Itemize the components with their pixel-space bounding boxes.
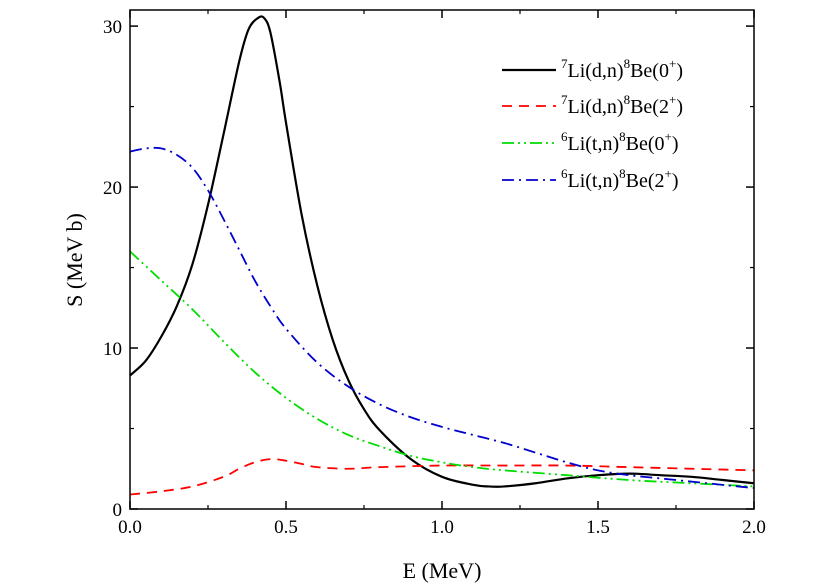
y-tick-label: 10 <box>103 339 122 360</box>
series-line-2 <box>130 458 754 496</box>
y-tick-label: 30 <box>103 17 122 38</box>
legend-label-4: 6Li(t,n)8Be(2+) <box>561 166 679 192</box>
axes: 0.0 0.5 1.0 1.5 2.0 0 10 20 30 <box>103 10 766 538</box>
plot-series <box>130 15 754 496</box>
legend: 7Li(d,n)8Be(0+) 7Li(d,n)8Be(2+) 6Li(t,n)8B… <box>502 56 683 192</box>
series-line-1 <box>130 15 754 488</box>
x-tick-label: 0.0 <box>118 517 142 538</box>
x-tick-label: 2.0 <box>742 517 766 538</box>
x-tick-label: 1.0 <box>430 517 454 538</box>
x-tick-label: 1.5 <box>586 517 610 538</box>
legend-label-2: 7Li(d,n)8Be(2+) <box>561 92 683 118</box>
plot-frame <box>129 9 755 510</box>
x-tick-label: 0.5 <box>274 517 298 538</box>
legend-label-3: 6Li(t,n)8Be(0+) <box>561 129 679 155</box>
x-axis-title: E (MeV) <box>403 558 482 583</box>
y-tick-label: 0 <box>113 500 123 521</box>
y-tick-label: 20 <box>103 178 122 199</box>
legend-label-1: 7Li(d,n)8Be(0+) <box>561 56 683 82</box>
y-axis-title: S (MeV b) <box>62 213 87 307</box>
series-line-4 <box>130 146 754 489</box>
series-line-3 <box>130 250 754 488</box>
